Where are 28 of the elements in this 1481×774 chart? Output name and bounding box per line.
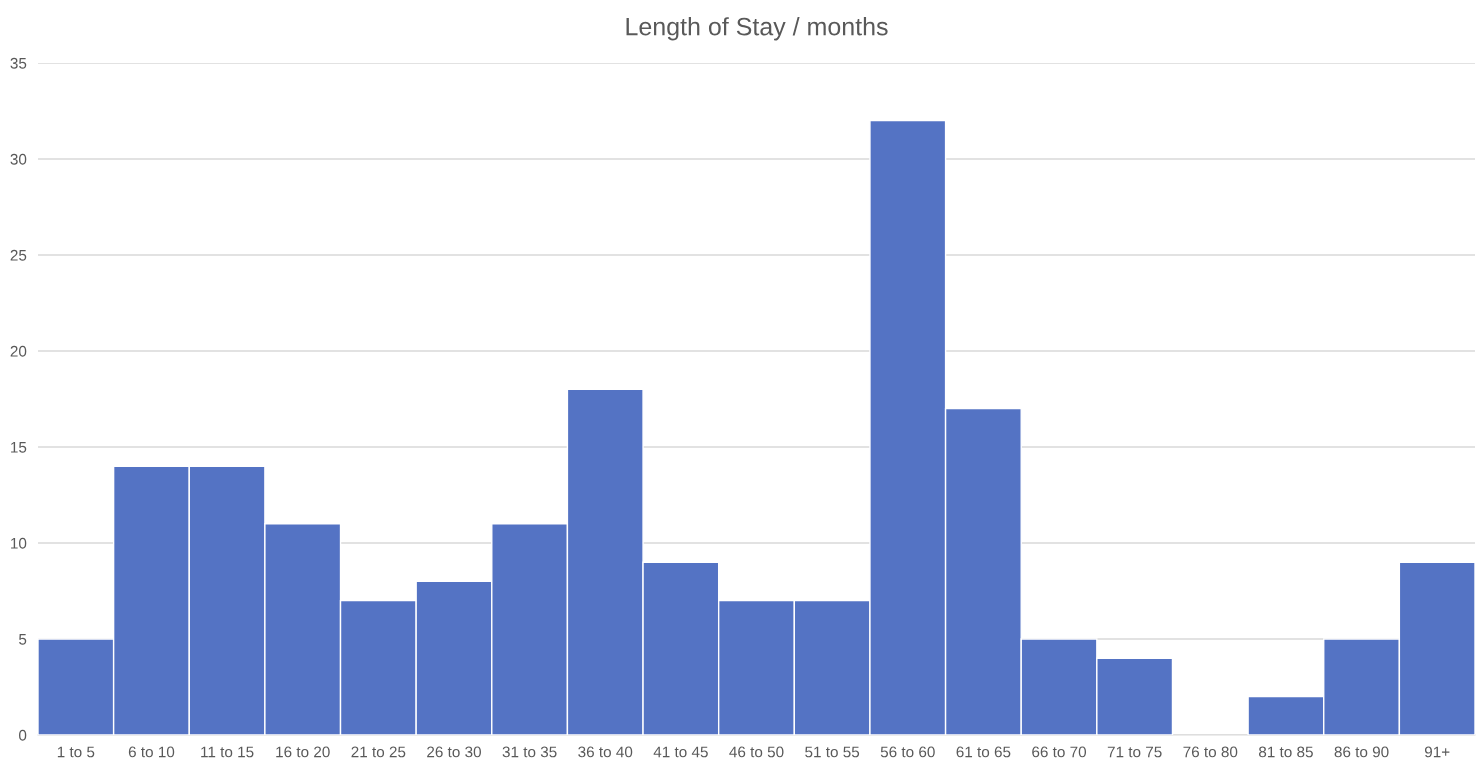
x-tick-label: 51 to 55 xyxy=(805,746,860,758)
x-tick-label: 21 to 25 xyxy=(351,746,406,758)
y-tick-label: 10 xyxy=(11,537,27,549)
x-tick-label: 36 to 40 xyxy=(578,746,633,758)
x-tick-label: 61 to 65 xyxy=(956,746,1011,758)
x-tick-label: 1 to 5 xyxy=(57,746,95,758)
y-tick-label: 25 xyxy=(10,249,27,261)
x-tick-label: 46 to 50 xyxy=(729,746,784,758)
x-tick-label: 41 to 45 xyxy=(653,746,708,758)
x-tick-label: 71 to 75 xyxy=(1107,746,1162,758)
y-tick-label: 15 xyxy=(11,442,27,453)
x-tick-label: 86 to 90 xyxy=(1334,746,1389,758)
y-tick-label: 30 xyxy=(10,153,27,165)
y-tick-label: 20 xyxy=(10,345,27,357)
x-tick-label: 11 to 15 xyxy=(201,746,254,758)
y-tick-label: 5 xyxy=(19,634,27,645)
x-tick-label: 66 to 70 xyxy=(1032,746,1087,758)
x-tick-label: 26 to 30 xyxy=(427,746,481,758)
chart-title: Length of Stay / months xyxy=(626,17,888,41)
x-tick-label: 31 to 35 xyxy=(502,746,557,758)
x-tick-label: 56 to 60 xyxy=(880,746,935,758)
x-tick-label: 16 to 20 xyxy=(276,746,330,758)
y-tick-label: 0 xyxy=(18,729,27,741)
x-tick-label: 6 to 10 xyxy=(128,746,175,758)
x-tick-label: 91+ xyxy=(1424,746,1450,758)
y-tick-label: 35 xyxy=(10,57,27,69)
x-tick-label: 76 to 80 xyxy=(1183,746,1238,758)
x-tick-label: 81 to 85 xyxy=(1258,746,1313,758)
